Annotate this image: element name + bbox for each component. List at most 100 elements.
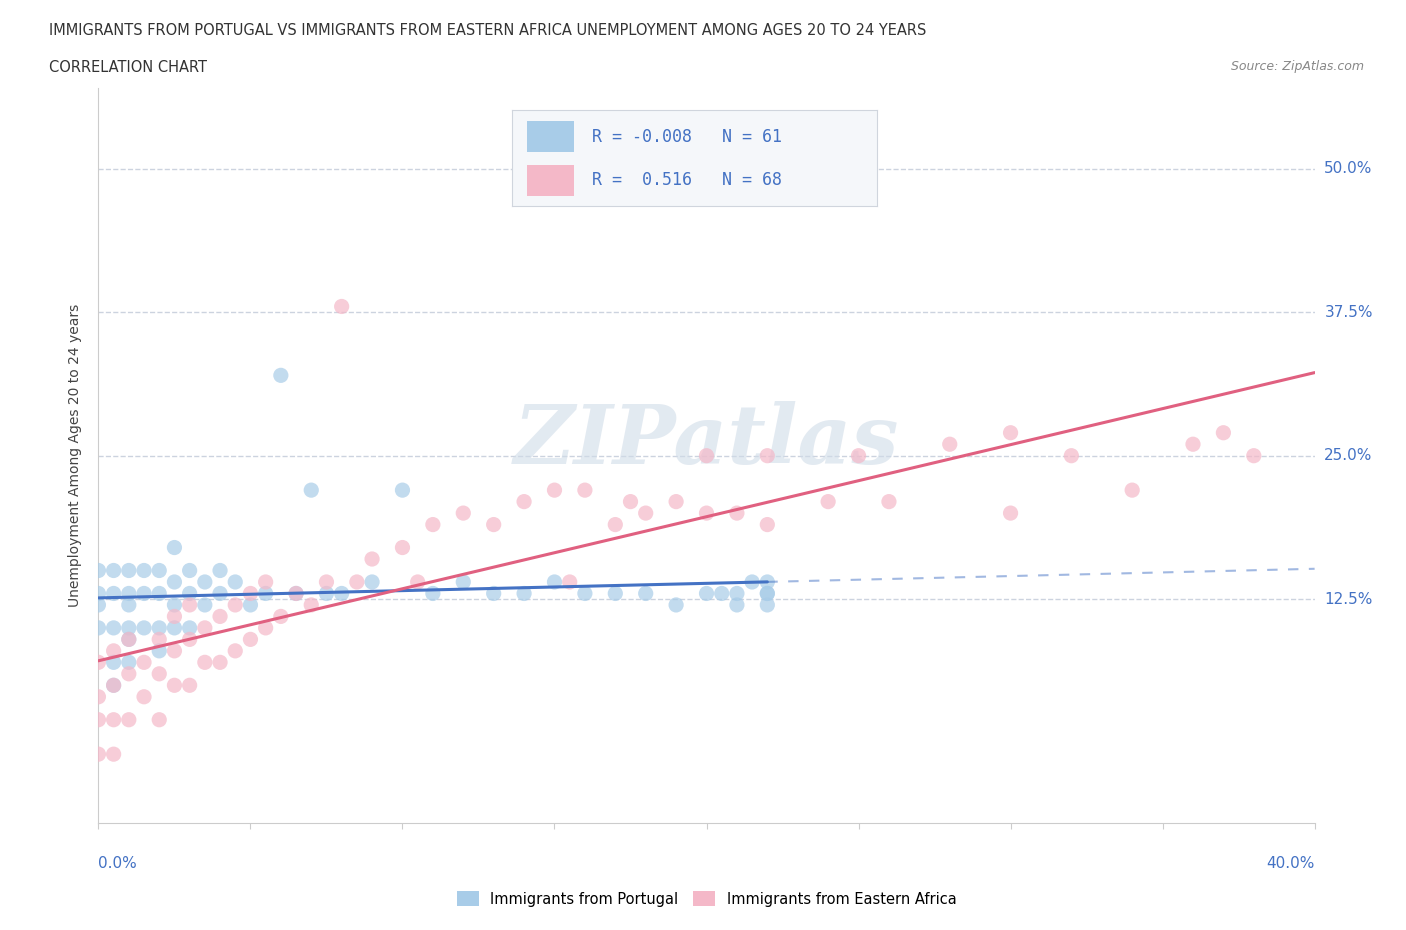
Point bbox=[148, 712, 170, 727]
Text: R = -0.008   N = 61: R = -0.008 N = 61 bbox=[592, 127, 782, 146]
Point bbox=[224, 644, 246, 658]
Point bbox=[148, 620, 170, 635]
Point bbox=[148, 644, 170, 658]
Point bbox=[696, 586, 718, 601]
Point bbox=[194, 655, 217, 670]
Point bbox=[453, 506, 475, 521]
Point bbox=[634, 586, 657, 601]
Point bbox=[1060, 448, 1083, 463]
Text: 50.0%: 50.0% bbox=[1324, 161, 1372, 176]
Point bbox=[1212, 425, 1234, 440]
Point bbox=[756, 586, 779, 601]
Point bbox=[87, 586, 110, 601]
FancyBboxPatch shape bbox=[526, 121, 574, 153]
Point bbox=[696, 506, 718, 521]
Point bbox=[103, 620, 125, 635]
Point bbox=[543, 483, 565, 498]
Point bbox=[103, 712, 125, 727]
Point bbox=[817, 494, 839, 509]
Point bbox=[103, 747, 125, 762]
Point bbox=[725, 597, 748, 612]
Point bbox=[361, 575, 384, 590]
Point bbox=[725, 506, 748, 521]
Point bbox=[453, 575, 475, 590]
Point bbox=[482, 517, 505, 532]
Point bbox=[513, 494, 536, 509]
Point bbox=[285, 586, 308, 601]
Point bbox=[118, 620, 141, 635]
Point bbox=[118, 597, 141, 612]
Point bbox=[513, 586, 536, 601]
Point bbox=[132, 563, 155, 578]
Point bbox=[422, 586, 444, 601]
Point bbox=[209, 563, 232, 578]
Point bbox=[574, 483, 596, 498]
Point bbox=[574, 586, 596, 601]
Point bbox=[163, 620, 186, 635]
Point bbox=[756, 586, 779, 601]
Point bbox=[330, 586, 353, 601]
Point bbox=[254, 575, 277, 590]
Point bbox=[315, 575, 337, 590]
Point bbox=[605, 517, 627, 532]
Point bbox=[132, 586, 155, 601]
Point bbox=[330, 299, 353, 314]
Text: Source: ZipAtlas.com: Source: ZipAtlas.com bbox=[1230, 60, 1364, 73]
Y-axis label: Unemployment Among Ages 20 to 24 years: Unemployment Among Ages 20 to 24 years bbox=[69, 304, 83, 607]
Point bbox=[148, 563, 170, 578]
Text: ZIPatlas: ZIPatlas bbox=[513, 401, 900, 481]
Point bbox=[118, 712, 141, 727]
Point bbox=[163, 597, 186, 612]
Point bbox=[179, 586, 201, 601]
Point bbox=[163, 678, 186, 693]
Point bbox=[118, 667, 141, 682]
Point bbox=[163, 644, 186, 658]
Text: IMMIGRANTS FROM PORTUGAL VS IMMIGRANTS FROM EASTERN AFRICA UNEMPLOYMENT AMONG AG: IMMIGRANTS FROM PORTUGAL VS IMMIGRANTS F… bbox=[49, 23, 927, 38]
Point bbox=[132, 655, 155, 670]
Point bbox=[756, 517, 779, 532]
Point bbox=[224, 575, 246, 590]
Point bbox=[877, 494, 900, 509]
Point bbox=[209, 655, 232, 670]
Point bbox=[132, 689, 155, 704]
Point bbox=[543, 575, 565, 590]
Point bbox=[148, 586, 170, 601]
Point bbox=[1182, 437, 1205, 452]
Point bbox=[194, 597, 217, 612]
Text: 25.0%: 25.0% bbox=[1324, 448, 1372, 463]
Point bbox=[87, 597, 110, 612]
Text: 0.0%: 0.0% bbox=[98, 856, 138, 870]
Point bbox=[391, 540, 413, 555]
Text: 40.0%: 40.0% bbox=[1267, 856, 1315, 870]
Text: 37.5%: 37.5% bbox=[1324, 305, 1372, 320]
Point bbox=[209, 609, 232, 624]
Point bbox=[1000, 506, 1022, 521]
Point bbox=[665, 494, 688, 509]
Point bbox=[1243, 448, 1265, 463]
Point bbox=[103, 586, 125, 601]
Point bbox=[179, 678, 201, 693]
Text: 12.5%: 12.5% bbox=[1324, 591, 1372, 606]
Point bbox=[756, 597, 779, 612]
Point bbox=[103, 678, 125, 693]
Point bbox=[270, 368, 292, 383]
Point bbox=[179, 597, 201, 612]
Point bbox=[270, 609, 292, 624]
Point bbox=[118, 563, 141, 578]
Point bbox=[848, 448, 870, 463]
Point bbox=[194, 575, 217, 590]
Point bbox=[391, 483, 413, 498]
Point bbox=[118, 655, 141, 670]
Point bbox=[118, 632, 141, 647]
Point bbox=[87, 747, 110, 762]
Point bbox=[163, 575, 186, 590]
Point bbox=[87, 689, 110, 704]
Point bbox=[87, 655, 110, 670]
Point bbox=[103, 678, 125, 693]
Point bbox=[179, 563, 201, 578]
Point bbox=[346, 575, 368, 590]
Legend: Immigrants from Portugal, Immigrants from Eastern Africa: Immigrants from Portugal, Immigrants fro… bbox=[451, 885, 962, 912]
Point bbox=[103, 655, 125, 670]
Point bbox=[132, 620, 155, 635]
Point bbox=[118, 632, 141, 647]
